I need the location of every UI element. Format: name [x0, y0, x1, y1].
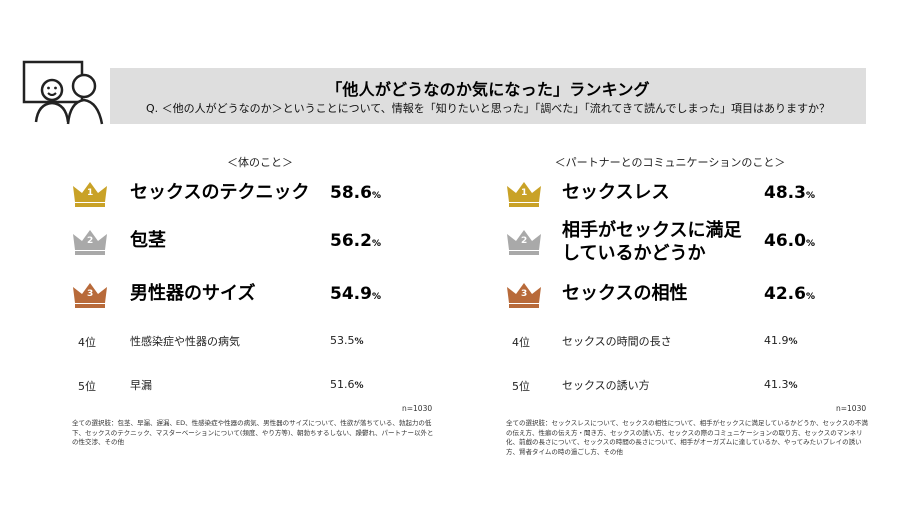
item-value: 41.9%: [764, 334, 798, 347]
rank-number: 3: [521, 289, 528, 299]
rank-label: 5位: [78, 380, 96, 393]
sample-size-label: n=1030: [402, 404, 433, 413]
left-section-title: ＜体のこと＞: [227, 156, 293, 169]
item-label: 早漏: [130, 379, 152, 392]
item-value: 41.3%: [764, 378, 798, 391]
item-label: 男性器のサイズ: [130, 283, 256, 304]
silver-crown-icon: 2: [506, 228, 542, 256]
people-talking-icon: [18, 46, 110, 138]
rank-label: 4位: [78, 336, 96, 349]
bronze-crown-icon: 3: [506, 281, 542, 309]
item-value: 48.3%: [764, 183, 815, 203]
rank-label: 5位: [512, 380, 530, 393]
item-value: 46.0%: [764, 231, 815, 251]
item-label: 性感染症や性器の病気: [130, 335, 240, 348]
item-label: セックスの相性: [562, 283, 688, 304]
item-value: 58.6%: [330, 183, 381, 203]
item-value: 54.9%: [330, 284, 381, 304]
item-value: 56.2%: [330, 231, 381, 251]
item-label-line2: しているかどうか: [562, 243, 706, 264]
question-text: Q. ＜他の人がどうなのか＞ということについて、情報を「知りたいと思った」「調べ…: [145, 102, 831, 115]
rank-number: 1: [87, 188, 94, 198]
gold-crown-icon: 1: [72, 180, 108, 208]
right-section-title: ＜パートナーとのコミュニケーションのこと＞: [554, 156, 786, 169]
header-band: [110, 68, 866, 124]
item-label: 包茎: [130, 230, 166, 251]
rank-number: 1: [521, 188, 528, 198]
right-footnote: 全ての選択肢：セックスレスについて、セックスの相性について、相手がセックスに満足…: [506, 419, 868, 456]
gold-crown-icon: 1: [506, 180, 542, 208]
item-value: 51.6%: [330, 378, 364, 391]
page-title: 「他人がどうなのか気になった」ランキング: [326, 80, 650, 99]
rank-number: 2: [521, 236, 528, 246]
sample-size-label: n=1030: [836, 404, 867, 413]
rank-number: 3: [87, 289, 94, 299]
silver-crown-icon: 2: [72, 228, 108, 256]
item-label: セックスの時間の長さ: [562, 335, 672, 348]
item-value: 42.6%: [764, 284, 815, 304]
rank-label: 4位: [512, 336, 530, 349]
item-label: セックスのテクニック: [130, 182, 310, 203]
rank-number: 2: [87, 236, 94, 246]
bronze-crown-icon: 3: [72, 281, 108, 309]
left-footnote: 全ての選択肢：包茎、早漏、遅漏、ED、性感染症や性器の病気、男性器のサイズについ…: [72, 419, 434, 446]
item-label-line1: 相手がセックスに満足: [562, 220, 742, 241]
item-label: セックスの誘い方: [562, 379, 650, 392]
item-label: セックスレス: [562, 182, 670, 203]
item-value: 53.5%: [330, 334, 364, 347]
